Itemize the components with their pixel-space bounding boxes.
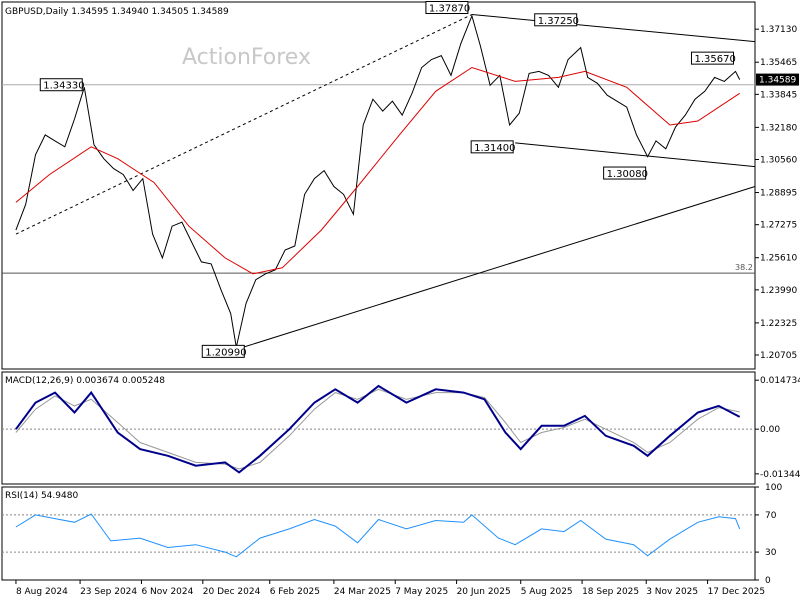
price-panel-title: GBPUSD,Daily 1.34595 1.34940 1.34505 1.3…: [5, 7, 229, 17]
x-tick-label-3: 6 Nov 2024: [141, 587, 193, 597]
rsi-y-tick-label-2: 70: [765, 511, 777, 521]
price-series-line-2: [15, 66, 740, 275]
annotation-box-7: [201, 344, 245, 358]
price-y-tick-label-8: 1.25610: [760, 254, 797, 264]
x-tick-label-1: 8 Aug 2024: [16, 587, 68, 597]
trendline-2: [236, 186, 756, 350]
x-tick-label-9: 5 Aug 2025: [521, 587, 573, 597]
price-y-tick-label-5: 1.30560: [760, 156, 797, 166]
trendline-3: [471, 14, 756, 43]
trendline-4: [515, 142, 756, 168]
rsi-panel-title: RSI(14) 54.9480: [5, 491, 78, 501]
x-tick-label-4: 20 Dec 2024: [203, 587, 261, 597]
annotation-label-7: 1.20990: [205, 347, 246, 358]
annotation-label-1: 1.34330: [43, 81, 84, 92]
price-y-tick-label-4: 1.32180: [760, 123, 797, 133]
price-y-tick-label-11: 1.20705: [760, 351, 797, 361]
macd-signal-series-line-1: [15, 388, 740, 470]
macd-y-tick-label-2: 0.00: [760, 425, 780, 435]
x-tick-label-11: 3 Nov 2025: [646, 587, 698, 597]
rsi-panel-frame: [1, 486, 756, 581]
current-price-tag: [756, 73, 799, 86]
annotation-box-5: [470, 140, 514, 154]
macd-y-tick-label-1: 0.014734: [760, 376, 800, 386]
x-tick-label-12: 17 Dec 2025: [708, 587, 766, 597]
annotation-label-3: 1.37250: [538, 16, 579, 27]
watermark-text: ActionForex: [182, 45, 311, 70]
macd-panel-title: MACD(12,26,9) 0.003674 0.005248: [5, 376, 165, 386]
price-y-tick-label-7: 1.27275: [760, 221, 797, 231]
x-tick-label-10: 18 Sep 2025: [582, 587, 639, 597]
annotation-label-4: 1.35670: [694, 54, 735, 65]
annotation-box-4: [690, 51, 734, 65]
x-tick-label-5: 6 Feb 2025: [270, 587, 320, 597]
macd-panel-frame: [1, 371, 756, 485]
annotation-label-2: 1.37870: [429, 3, 470, 14]
rsi-y-tick-label-3: 30: [765, 548, 777, 558]
annotation-box-6: [603, 166, 647, 180]
annotation-box-3: [534, 13, 578, 27]
price-y-tick-label-2: 1.35465: [760, 58, 797, 68]
x-tick-label-8: 20 Jun 2025: [457, 587, 511, 597]
price-series-line-1: [15, 14, 741, 348]
price-y-tick-label-1: 1.37130: [760, 25, 797, 35]
macd-y-tick-label-3: -0.013442: [760, 470, 800, 480]
fib-level-label: 38.2: [735, 263, 753, 272]
rsi-y-tick-label-4: 0: [765, 576, 771, 586]
current-price-label: 1.34589: [759, 76, 796, 86]
annotation-label-5: 1.31400: [474, 143, 515, 154]
price-y-tick-label-9: 1.23990: [760, 286, 797, 296]
x-tick-label-7: 7 May 2025: [395, 587, 448, 597]
x-tick-label-6: 24 Mar 2025: [334, 587, 391, 597]
price-y-tick-label-10: 1.22325: [760, 319, 797, 329]
rsi-series-line-1: [15, 513, 741, 558]
price-y-tick-label-3: 1.33845: [760, 90, 797, 100]
macd-main-series-line-1: [15, 384, 741, 474]
trendline-1: [15, 14, 473, 235]
rsi-y-tick-label-1: 100: [765, 483, 782, 493]
price-panel-frame: [1, 1, 756, 370]
annotation-box-2: [425, 0, 469, 14]
x-tick-label-2: 23 Sep 2024: [80, 587, 137, 597]
price-y-tick-label-6: 1.28895: [760, 189, 797, 199]
annotation-box-1: [39, 78, 83, 92]
annotation-label-6: 1.30080: [607, 169, 648, 180]
